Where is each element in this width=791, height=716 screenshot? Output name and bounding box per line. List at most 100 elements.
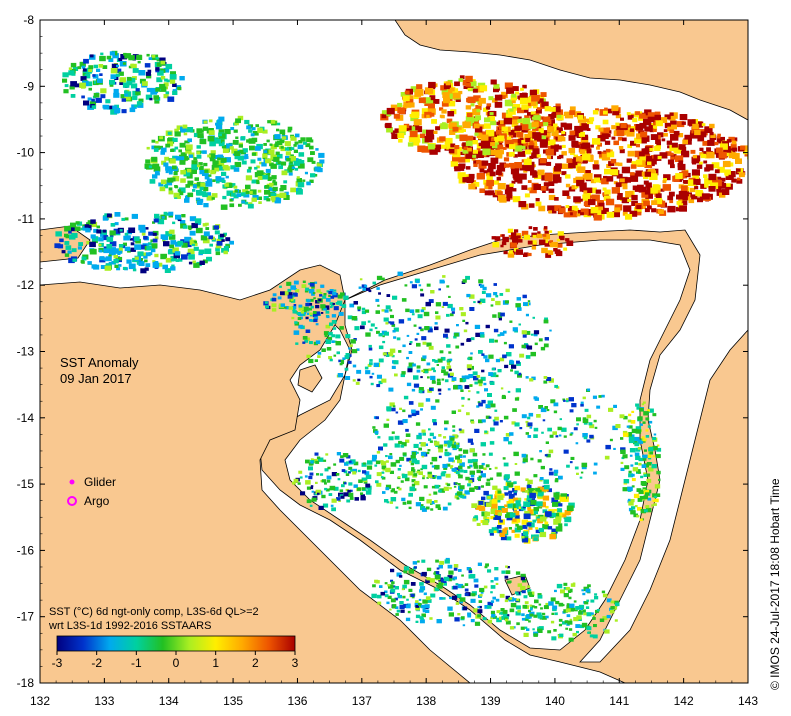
sst-pixel xyxy=(347,489,351,493)
sst-pixel xyxy=(631,194,638,200)
sst-pixel xyxy=(539,158,547,164)
sst-pixel xyxy=(297,163,305,169)
sst-pixel xyxy=(332,327,337,330)
sst-pixel xyxy=(490,138,495,142)
sst-pixel xyxy=(489,468,492,470)
sst-pixel xyxy=(580,471,584,474)
sst-pixel xyxy=(525,420,529,424)
sst-pixel xyxy=(360,494,365,498)
sst-pixel xyxy=(79,82,86,88)
sst-pixel xyxy=(559,633,564,638)
sst-pixel xyxy=(563,213,569,217)
sst-pixel xyxy=(189,216,197,222)
sst-pixel xyxy=(557,426,562,431)
sst-pixel xyxy=(459,462,465,467)
sst-pixel xyxy=(476,148,481,152)
sst-pixel xyxy=(110,74,117,79)
sst-pixel xyxy=(649,128,654,133)
sst-pixel xyxy=(466,293,471,298)
sst-pixel xyxy=(339,303,343,306)
sst-pixel xyxy=(225,175,229,179)
sst-pixel xyxy=(416,451,419,454)
sst-pixel xyxy=(447,303,453,309)
sst-pixel xyxy=(525,137,531,142)
sst-pixel xyxy=(370,323,375,327)
sst-pixel xyxy=(535,201,542,207)
sst-pixel xyxy=(532,316,535,319)
sst-pixel xyxy=(485,415,490,419)
sst-pixel xyxy=(105,99,111,104)
sst-pixel xyxy=(459,597,466,602)
sst-pixel xyxy=(86,241,91,245)
sst-pixel xyxy=(480,334,484,338)
sst-pixel xyxy=(481,353,485,356)
sst-pixel xyxy=(417,314,423,319)
sst-pixel xyxy=(522,505,526,509)
sst-pixel xyxy=(566,240,574,246)
sst-pixel xyxy=(551,528,558,534)
sst-pixel xyxy=(206,195,213,201)
sst-pixel xyxy=(415,600,419,603)
sst-pixel xyxy=(478,383,483,387)
sst-pixel xyxy=(82,68,87,72)
legend-glider-label: Glider xyxy=(84,475,117,489)
sst-pixel xyxy=(537,594,543,599)
sst-pixel xyxy=(525,376,529,379)
sst-pixel xyxy=(386,501,390,504)
sst-pixel xyxy=(443,443,447,447)
sst-pixel xyxy=(421,336,427,341)
sst-pixel xyxy=(704,184,709,188)
sst-pixel xyxy=(343,295,349,300)
sst-pixel xyxy=(632,118,638,123)
sst-pixel xyxy=(69,85,75,90)
sst-pixel xyxy=(347,360,352,364)
sst-pixel xyxy=(655,454,661,459)
sst-pixel xyxy=(434,484,440,489)
sst-pixel xyxy=(499,532,506,537)
sst-pixel xyxy=(381,309,385,312)
sst-pixel xyxy=(545,253,552,258)
sst-pixel xyxy=(152,238,158,243)
sst-pixel xyxy=(328,291,333,295)
sst-pixel xyxy=(377,304,380,307)
sst-pixel xyxy=(537,459,542,463)
sst-pixel xyxy=(277,161,281,165)
sst-pixel xyxy=(660,188,665,192)
sst-pixel xyxy=(598,206,603,211)
sst-pixel xyxy=(55,231,62,237)
sst-pixel xyxy=(376,472,382,477)
sst-pixel xyxy=(716,135,721,139)
sst-pixel xyxy=(497,529,502,534)
sst-pixel xyxy=(545,505,549,509)
sst-pixel xyxy=(68,67,72,70)
sst-pixel xyxy=(645,182,652,188)
sst-pixel xyxy=(533,474,538,478)
sst-pixel xyxy=(229,240,234,245)
sst-pixel xyxy=(452,126,459,132)
sst-pixel xyxy=(521,344,526,349)
sst-pixel xyxy=(490,157,499,164)
sst-pixel xyxy=(582,159,588,164)
sst-pixel xyxy=(484,430,488,433)
sst-pixel xyxy=(98,237,104,242)
sst-pixel xyxy=(434,326,439,331)
sst-pixel xyxy=(562,144,566,148)
sst-pixel xyxy=(647,116,655,123)
sst-pixel xyxy=(381,277,385,281)
sst-pixel xyxy=(402,452,407,456)
sst-pixel xyxy=(323,305,330,310)
sst-pixel xyxy=(315,311,321,316)
sst-pixel xyxy=(482,453,486,456)
sst-pixel xyxy=(113,228,121,234)
sst-pixel xyxy=(523,513,531,520)
sst-pixel xyxy=(411,467,415,470)
sst-pixel xyxy=(523,158,532,166)
sst-pixel xyxy=(339,326,344,330)
x-axis: 132 133 134 135 136 137 138 139 140 141 142 143 xyxy=(30,20,758,708)
sst-pixel xyxy=(452,434,458,439)
sst-pixel xyxy=(452,156,459,162)
sst-pixel xyxy=(709,123,715,129)
sst-pixel xyxy=(263,143,267,146)
sst-pixel xyxy=(589,187,597,194)
sst-pixel xyxy=(150,89,158,95)
